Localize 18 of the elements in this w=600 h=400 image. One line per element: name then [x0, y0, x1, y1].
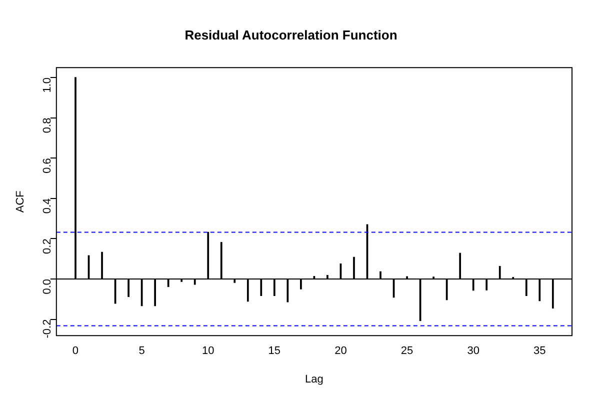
chart-title: Residual Autocorrelation Function: [184, 27, 398, 42]
x-tick-label: 10: [202, 345, 214, 358]
y-axis-title: ACF: [14, 190, 27, 213]
x-tick-label: 25: [400, 345, 414, 358]
x-tick-label: 0: [72, 345, 79, 358]
y-tick-label: 1.0: [41, 77, 54, 93]
y-tick-label: -0.2: [41, 319, 54, 338]
y-tick-label: 0.0: [41, 278, 54, 294]
x-tick-label: 5: [138, 345, 145, 358]
x-tick-label: 20: [334, 345, 347, 358]
x-axis-title: Lag: [305, 373, 324, 386]
y-tick-label: 0.2: [41, 238, 54, 254]
y-tick-label: 0.4: [41, 198, 54, 214]
y-tick-label: 0.8: [41, 118, 54, 134]
x-tick-label: 30: [467, 345, 480, 358]
x-tick-label: 15: [268, 345, 281, 358]
y-tick-label: 0.6: [41, 158, 54, 174]
x-tick-label: 35: [534, 345, 546, 358]
